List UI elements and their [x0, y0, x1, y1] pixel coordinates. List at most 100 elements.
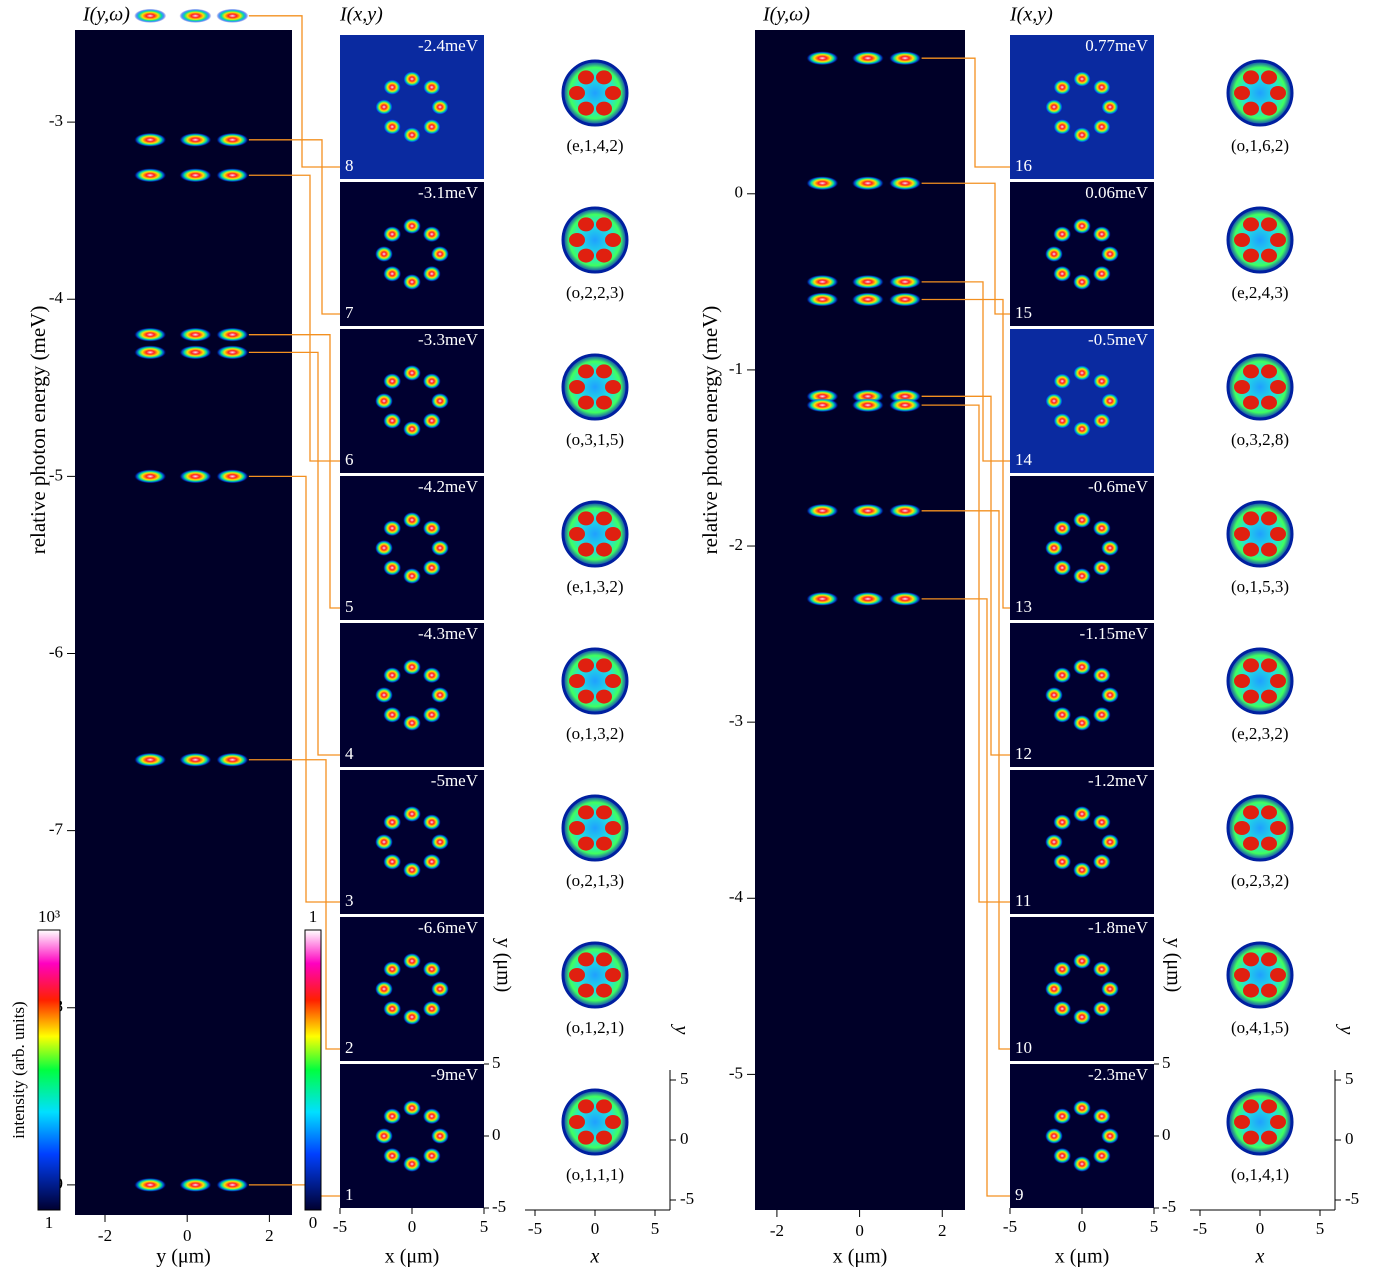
model-lobe — [1270, 233, 1286, 247]
mode-label: (e,2,4,3) — [1231, 283, 1288, 302]
image-lobe — [375, 981, 393, 997]
model-lobe — [1243, 805, 1259, 819]
model-y-label: y — [670, 1024, 692, 1035]
image-lobe — [1093, 79, 1111, 95]
model-y-tick-label: 0 — [1345, 1129, 1354, 1148]
image-lobe — [1073, 127, 1091, 143]
image-lobe — [383, 854, 401, 870]
image-lobe — [1053, 119, 1071, 135]
model-lobe — [1270, 674, 1286, 688]
image-y-label: y (μm) — [1162, 938, 1184, 993]
image-lobe — [1045, 1128, 1063, 1144]
mode-label: (o,1,4,1) — [1231, 1165, 1289, 1184]
image-lobe — [375, 540, 393, 556]
model-x-tick-label: 5 — [651, 1219, 660, 1238]
model-lobe — [1243, 70, 1259, 84]
model-lobe — [596, 952, 612, 966]
colorbar-top: 10³ — [38, 907, 60, 926]
image-lobe — [1053, 413, 1071, 429]
model-lobe — [596, 1131, 612, 1145]
model-lobe — [578, 952, 594, 966]
model-lobe — [569, 527, 585, 541]
image-lobe — [1045, 981, 1063, 997]
spectrum-feature — [216, 328, 248, 342]
mode-label: (o,1,1,1) — [566, 1165, 624, 1184]
model-lobe — [569, 380, 585, 394]
model-lobe — [578, 543, 594, 557]
energy-label: -1.8meV — [1088, 918, 1149, 937]
mode-image — [340, 623, 484, 767]
spectrum-feature — [134, 753, 166, 767]
y-tick-label: -6 — [49, 642, 63, 661]
model-lobe — [1261, 511, 1277, 525]
image-lobe — [423, 854, 441, 870]
y-axis-label: relative photon energy (meV) — [26, 306, 50, 555]
image-lobe — [383, 1108, 401, 1124]
image-lobe — [431, 246, 449, 262]
model-lobe — [1243, 364, 1259, 378]
mode-number: 4 — [345, 744, 354, 763]
mode-label: (o,1,3,2) — [566, 724, 624, 743]
mode-image — [340, 770, 484, 914]
model-lobe — [578, 805, 594, 819]
image-lobe — [403, 659, 421, 675]
image-lobe — [423, 226, 441, 242]
mode-number: 6 — [345, 450, 354, 469]
spectrum — [755, 30, 965, 1210]
image-lobe — [1093, 854, 1111, 870]
image-lobe — [423, 707, 441, 723]
spectrum-title: I(y,ω) — [762, 4, 810, 26]
model-lobe — [1243, 102, 1259, 116]
image-lobe — [1053, 667, 1071, 683]
image-lobe — [375, 1128, 393, 1144]
image-lobe — [375, 687, 393, 703]
colorbar — [305, 930, 321, 1210]
y-tick-label: -3 — [49, 111, 63, 130]
y-tick-label: 0 — [735, 183, 744, 202]
model-lobe — [569, 86, 585, 100]
model-lobe — [1243, 396, 1259, 410]
model-lobe — [605, 821, 621, 835]
spectrum-feature — [134, 328, 166, 342]
image-y-tick-label: 0 — [1162, 1125, 1171, 1144]
image-lobe — [1093, 520, 1111, 536]
model-lobe — [578, 249, 594, 263]
mode-label: (o,2,3,2) — [1231, 871, 1289, 890]
image-lobe — [431, 1128, 449, 1144]
spectrum-feature — [806, 398, 838, 412]
mode-label: (o,2,1,3) — [566, 871, 624, 890]
spectrum-feature — [179, 753, 211, 767]
image-lobe — [1073, 659, 1091, 675]
image-lobe — [1073, 1009, 1091, 1025]
spectrum-feature — [179, 328, 211, 342]
image-lobe — [1073, 512, 1091, 528]
image-lobe — [423, 667, 441, 683]
energy-label: 0.06meV — [1085, 183, 1149, 202]
image-lobe — [403, 715, 421, 731]
model-lobe — [605, 968, 621, 982]
model-lobe — [1234, 674, 1250, 688]
spectrum-feature — [179, 1178, 211, 1192]
model-lobe — [1243, 984, 1259, 998]
model-lobe — [1261, 1131, 1277, 1145]
model-lobe — [596, 805, 612, 819]
model-lobe — [1261, 837, 1277, 851]
energy-label: -5meV — [431, 771, 479, 790]
image-lobe — [383, 560, 401, 576]
model-lobe — [1243, 249, 1259, 263]
image-lobe — [383, 413, 401, 429]
image-title: I(x,y) — [339, 4, 383, 26]
mode-number: 5 — [345, 597, 354, 616]
spectrum-feature — [852, 275, 884, 289]
mode-image — [340, 1064, 484, 1208]
image-lobe — [1053, 1108, 1071, 1124]
image-lobe — [375, 393, 393, 409]
model-lobe — [596, 511, 612, 525]
model-y-tick-label: -5 — [680, 1189, 694, 1208]
spectrum-feature — [179, 9, 211, 23]
model-lobe — [1270, 527, 1286, 541]
image-lobe — [423, 373, 441, 389]
spectrum-feature — [852, 504, 884, 518]
image-lobe — [403, 862, 421, 878]
image-lobe — [1053, 266, 1071, 282]
